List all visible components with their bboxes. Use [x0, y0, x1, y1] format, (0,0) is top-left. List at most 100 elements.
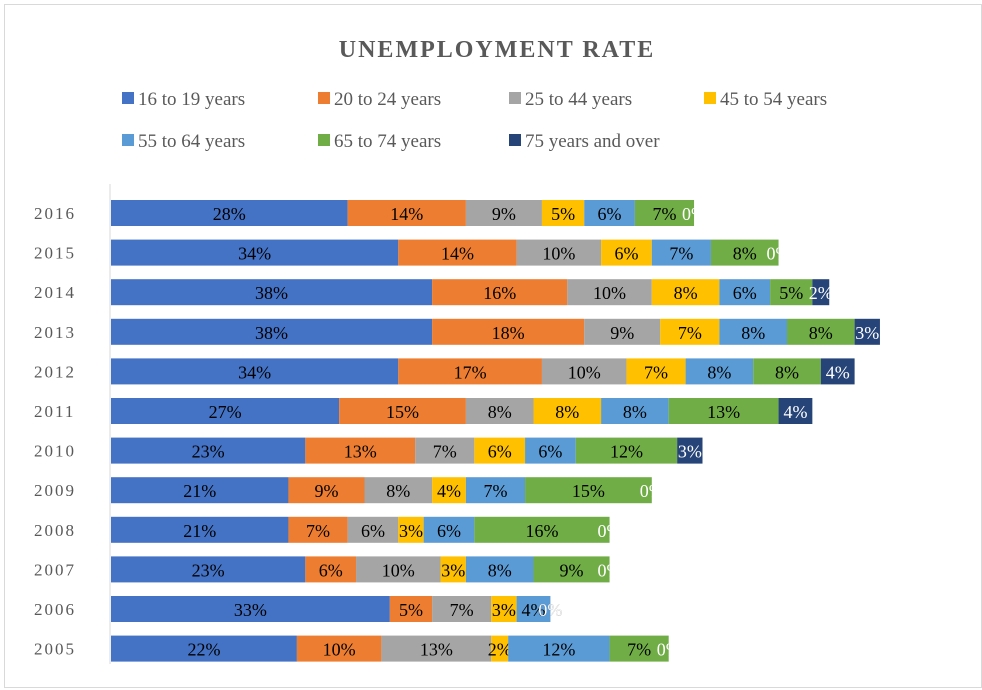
- data-label-2009-20-to-24-years: 9%: [314, 481, 338, 501]
- legend-label-16-to-19-years: 16 to 19 years: [138, 89, 245, 110]
- data-label-2006-75-years-and-over: 0%: [538, 600, 562, 620]
- data-label-2007-16-to-19-years: 23%: [192, 560, 225, 580]
- data-label-2015-16-to-19-years: 34%: [238, 244, 271, 264]
- bar-2011-45-to-54-years: [533, 398, 602, 424]
- data-label-2009-65-to-74-years: 15%: [572, 481, 605, 501]
- bar-2008-20-to-24-years: [288, 516, 348, 543]
- data-label-2006-65-to-74-years: 0%: [538, 600, 562, 620]
- data-label-2007-65-to-74-years: 9%: [560, 560, 584, 580]
- bar-2013-75-years-and-over: [854, 318, 880, 345]
- year-label-2008: 2008: [34, 521, 76, 540]
- data-label-2008-20-to-24-years: 7%: [306, 521, 330, 541]
- bar-2006-25-to-44-years: [432, 596, 492, 622]
- bar-2012-45-to-54-years: [626, 358, 686, 385]
- bar-2015-20-to-24-years: [398, 239, 517, 266]
- data-label-2016-55-to-64-years: 6%: [598, 204, 622, 224]
- bar-2007-20-to-24-years: [305, 556, 357, 583]
- year-label-2011: 2011: [34, 402, 75, 421]
- data-label-2007-45-to-54-years: 3%: [441, 560, 465, 580]
- bar-2016-45-to-54-years: [541, 200, 585, 226]
- year-label-2007: 2007: [34, 560, 76, 579]
- data-label-2005-45-to-54-years: 2%: [488, 640, 512, 660]
- bar-2009-16-to-19-years: [111, 477, 289, 504]
- data-label-2010-65-to-74-years: 12%: [610, 442, 643, 462]
- bar-2012-20-to-24-years: [398, 358, 542, 385]
- data-label-2013-25-to-44-years: 9%: [610, 323, 634, 343]
- data-label-2010-45-to-54-years: 6%: [488, 442, 512, 462]
- legend-label-75-years-and-over: 75 years and over: [525, 131, 660, 152]
- bar-2015-55-to-64-years: [651, 239, 711, 266]
- data-label-2014-20-to-24-years: 16%: [483, 283, 516, 303]
- data-label-2014-65-to-74-years: 5%: [779, 283, 803, 303]
- data-label-2009-16-to-19-years: 21%: [183, 481, 216, 501]
- data-label-2015-20-to-24-years: 14%: [441, 244, 474, 264]
- data-label-2006-16-to-19-years: 33%: [234, 600, 267, 620]
- data-label-2012-65-to-74-years: 8%: [775, 362, 799, 382]
- bar-2010-75-years-and-over: [677, 437, 703, 464]
- data-label-2008-65-to-74-years: 16%: [525, 521, 558, 541]
- legend-swatch-65-to-74-years: [318, 134, 330, 146]
- legend: 16 to 19 years 20 to 24 years 25 to 44 yea…: [122, 89, 827, 152]
- legend-label-65-to-74-years: 65 to 74 years: [334, 131, 441, 152]
- data-label-2005-65-to-74-years: 7%: [627, 640, 651, 660]
- bar-2005-20-to-24-years: [296, 635, 382, 662]
- bar-2008-65-to-74-years: [474, 516, 610, 543]
- bar-2013-16-to-19-years: [111, 318, 433, 345]
- legend-swatch-75-years-and-over: [509, 134, 521, 146]
- plot-area: 2016 28% 14% 9% 5% 6% 7% 0%2015 34% 14% 10% 6% 7% 8% 0…: [34, 200, 880, 662]
- bar-2010-65-to-74-years: [575, 437, 678, 464]
- data-label-2005-25-to-44-years: 13%: [420, 640, 453, 660]
- data-label-2009-55-to-64-years: 7%: [483, 481, 507, 501]
- bar-2013-55-to-64-years: [719, 318, 787, 345]
- data-label-2005-20-to-24-years: 10%: [323, 640, 356, 660]
- bar-2009-55-to-64-years: [465, 477, 526, 504]
- year-label-2010: 2010: [34, 442, 76, 461]
- year-label-2012: 2012: [34, 362, 76, 381]
- bar-2013-65-to-74-years: [787, 318, 855, 345]
- data-label-2016-25-to-44-years: 9%: [492, 204, 516, 224]
- bar-2016-20-to-24-years: [347, 200, 466, 226]
- bar-2013-45-to-54-years: [660, 318, 720, 345]
- bar-2011-25-to-44-years: [465, 398, 534, 424]
- legend-swatch-20-to-24-years: [318, 92, 330, 104]
- bar-2015-25-to-44-years: [516, 239, 602, 266]
- data-label-2011-16-to-19-years: 27%: [209, 402, 242, 422]
- data-label-2009-75-years-and-over: 0%: [640, 481, 664, 501]
- data-label-2009-25-to-44-years: 8%: [386, 481, 410, 501]
- data-label-2013-75-years-and-over: 3%: [855, 323, 879, 343]
- bar-2010-55-to-64-years: [525, 437, 576, 464]
- bar-2016-55-to-64-years: [584, 200, 635, 226]
- data-label-2010-20-to-24-years: 13%: [344, 442, 377, 462]
- bar-2012-16-to-19-years: [111, 358, 399, 385]
- bar-2013-25-to-44-years: [584, 318, 661, 345]
- bar-2014-16-to-19-years: [111, 279, 433, 306]
- bar-2008-25-to-44-years: [347, 516, 399, 543]
- legend-swatch-25-to-44-years: [509, 92, 521, 104]
- year-label-2006: 2006: [34, 600, 76, 619]
- data-label-2013-55-to-64-years: 8%: [741, 323, 765, 343]
- bar-2008-16-to-19-years: [111, 516, 289, 543]
- data-label-2006-20-to-24-years: 5%: [399, 600, 423, 620]
- bar-2008-55-to-64-years: [423, 516, 475, 543]
- bar-2009-25-to-44-years: [364, 477, 433, 504]
- data-label-2014-16-to-19-years: 38%: [255, 283, 288, 303]
- bar-2012-25-to-44-years: [541, 358, 627, 385]
- legend-label-55-to-64-years: 55 to 64 years: [138, 131, 245, 152]
- data-label-2012-75-years-and-over: 4%: [826, 362, 850, 382]
- data-label-2011-45-to-54-years: 8%: [555, 402, 579, 422]
- data-label-2016-20-to-24-years: 14%: [390, 204, 423, 224]
- bar-2014-55-to-64-years: [719, 279, 771, 306]
- data-label-2016-16-to-19-years: 28%: [213, 204, 246, 224]
- data-label-2011-25-to-44-years: 8%: [488, 402, 512, 422]
- data-label-2013-45-to-54-years: 7%: [678, 323, 702, 343]
- bar-2014-25-to-44-years: [567, 279, 652, 306]
- data-label-2007-75-years-and-over: 0%: [598, 560, 622, 580]
- year-label-2009: 2009: [34, 481, 76, 500]
- bar-2014-75-years-and-over: [812, 279, 830, 306]
- bar-2005-25-to-44-years: [381, 635, 492, 662]
- bar-2006-55-to-64-years: [516, 596, 551, 622]
- data-label-2006-55-to-64-years: 4%: [522, 600, 546, 620]
- data-label-2014-75-years-and-over: 2%: [809, 283, 833, 303]
- data-label-2005-55-to-64-years: 12%: [542, 640, 575, 660]
- bar-2011-20-to-24-years: [339, 398, 466, 424]
